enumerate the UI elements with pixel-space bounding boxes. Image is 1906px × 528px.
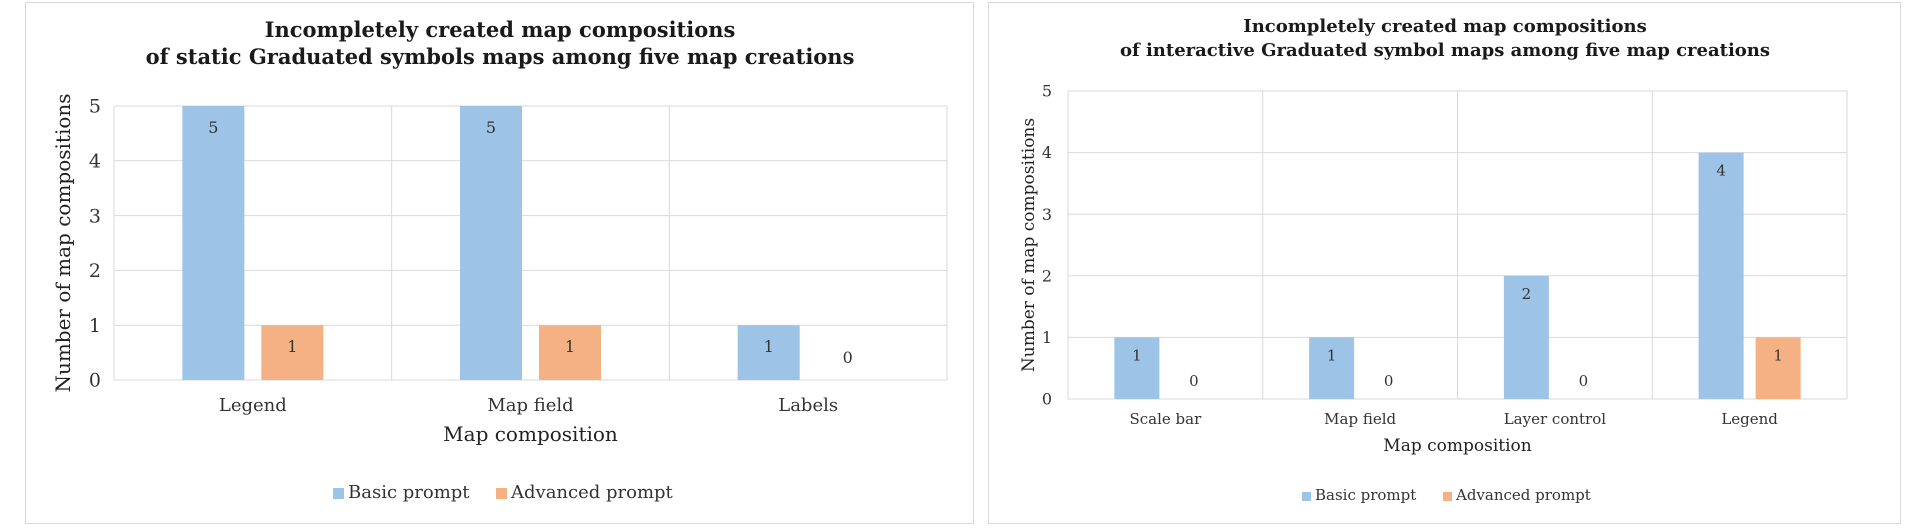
y-tick-label: 5 <box>1042 82 1052 101</box>
x-category-label: Legend <box>1721 410 1778 428</box>
data-label: 1 <box>287 337 297 356</box>
y-tick-label: 0 <box>89 370 101 392</box>
x-category-label: Labels <box>778 395 838 416</box>
y-tick-label: 2 <box>89 260 101 282</box>
chart-title-line: Incompletely created map compositions <box>1243 16 1646 37</box>
data-label: 0 <box>843 348 853 367</box>
data-label: 1 <box>764 337 774 356</box>
y-axis-title: Number of map compositions <box>1019 118 1039 372</box>
x-category-label: Map field <box>487 395 573 416</box>
x-axis-title: Map composition <box>1383 436 1531 456</box>
legend-swatch <box>1443 492 1452 501</box>
y-tick-label: 4 <box>1042 143 1052 162</box>
data-label: 2 <box>1522 285 1532 303</box>
x-category-label: Legend <box>219 395 287 416</box>
data-label: 0 <box>1579 372 1589 390</box>
y-tick-label: 5 <box>89 96 101 118</box>
bar-basic <box>460 106 522 380</box>
chart-title-line: of interactive Graduated symbol maps amo… <box>1120 40 1770 61</box>
y-tick-label: 3 <box>89 205 101 227</box>
y-tick-label: 2 <box>1042 266 1052 285</box>
y-tick-label: 3 <box>1042 205 1052 224</box>
chart-panel-interactive: Incompletely created map compositions of … <box>988 2 1901 524</box>
data-label: 1 <box>1773 346 1783 364</box>
chart-title-line: Incompletely created map compositions <box>265 17 736 42</box>
y-axis-title: Number of map compositions <box>51 93 75 392</box>
data-label: 5 <box>486 118 496 137</box>
x-category-label: Map field <box>1324 410 1396 428</box>
legend-label: Advanced prompt <box>1455 486 1591 504</box>
chart-title-line: of static Graduated symbols maps among f… <box>146 44 855 69</box>
bar-basic <box>1309 337 1355 399</box>
legend-label: Basic prompt <box>348 482 470 503</box>
y-tick-label: 1 <box>89 315 101 337</box>
bar-advanced <box>261 325 324 380</box>
y-tick-label: 1 <box>1042 328 1052 347</box>
bar-advanced <box>539 325 601 380</box>
legend-swatch <box>1302 492 1311 501</box>
legend-label: Basic prompt <box>1315 486 1416 504</box>
bar-advanced <box>1755 337 1801 399</box>
x-category-label: Scale bar <box>1129 410 1202 428</box>
x-axis-title: Map composition <box>443 422 618 446</box>
data-label: 1 <box>1327 346 1337 364</box>
legend-label: Advanced prompt <box>510 482 674 503</box>
chart-interactive-svg: Incompletely created map compositions of … <box>1019 16 1848 504</box>
data-label: 4 <box>1716 162 1726 180</box>
chart-static-svg: Incompletely created map compositionsof … <box>51 17 948 503</box>
data-label: 5 <box>208 118 218 137</box>
y-tick-label: 4 <box>89 150 101 172</box>
y-tick-label: 0 <box>1042 390 1052 409</box>
data-label: 1 <box>1132 346 1142 364</box>
bar-basic <box>737 325 800 380</box>
data-label: 0 <box>1384 372 1394 390</box>
bar-basic <box>1698 152 1744 399</box>
data-label: 1 <box>565 337 575 356</box>
bar-basic <box>1503 275 1549 399</box>
bar-basic <box>1114 337 1160 399</box>
data-label: 0 <box>1189 372 1199 390</box>
legend-swatch <box>333 488 344 499</box>
x-category-label: Layer control <box>1504 410 1607 428</box>
bar-basic <box>182 106 245 380</box>
legend-swatch <box>496 488 507 499</box>
chart-panel-static: Incompletely created map compositions of … <box>25 2 974 524</box>
